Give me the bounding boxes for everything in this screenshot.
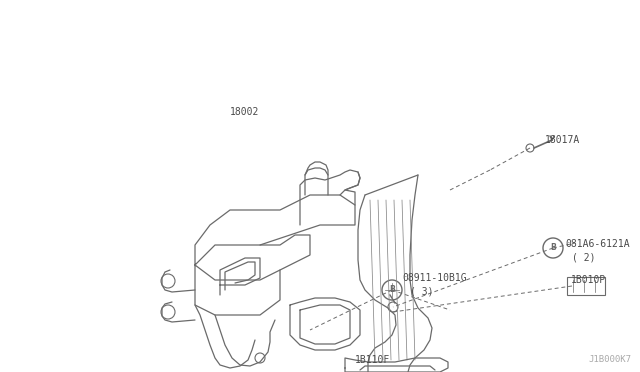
Text: 18002: 18002 — [230, 107, 259, 117]
Text: J1B000K7: J1B000K7 — [589, 356, 632, 365]
Text: B: B — [389, 285, 395, 295]
Bar — [567, 277, 605, 295]
Text: ( 3): ( 3) — [410, 287, 433, 297]
Text: 08911-10B1G: 08911-10B1G — [402, 273, 467, 283]
Circle shape — [382, 280, 402, 300]
Text: 1B110F: 1B110F — [355, 355, 390, 365]
Text: ( 2): ( 2) — [572, 253, 595, 263]
Text: B: B — [550, 244, 556, 253]
Text: 18017A: 18017A — [545, 135, 580, 145]
Text: 081A6-6121A: 081A6-6121A — [565, 239, 630, 249]
Circle shape — [543, 238, 563, 258]
Text: 1B010P: 1B010P — [571, 275, 606, 285]
